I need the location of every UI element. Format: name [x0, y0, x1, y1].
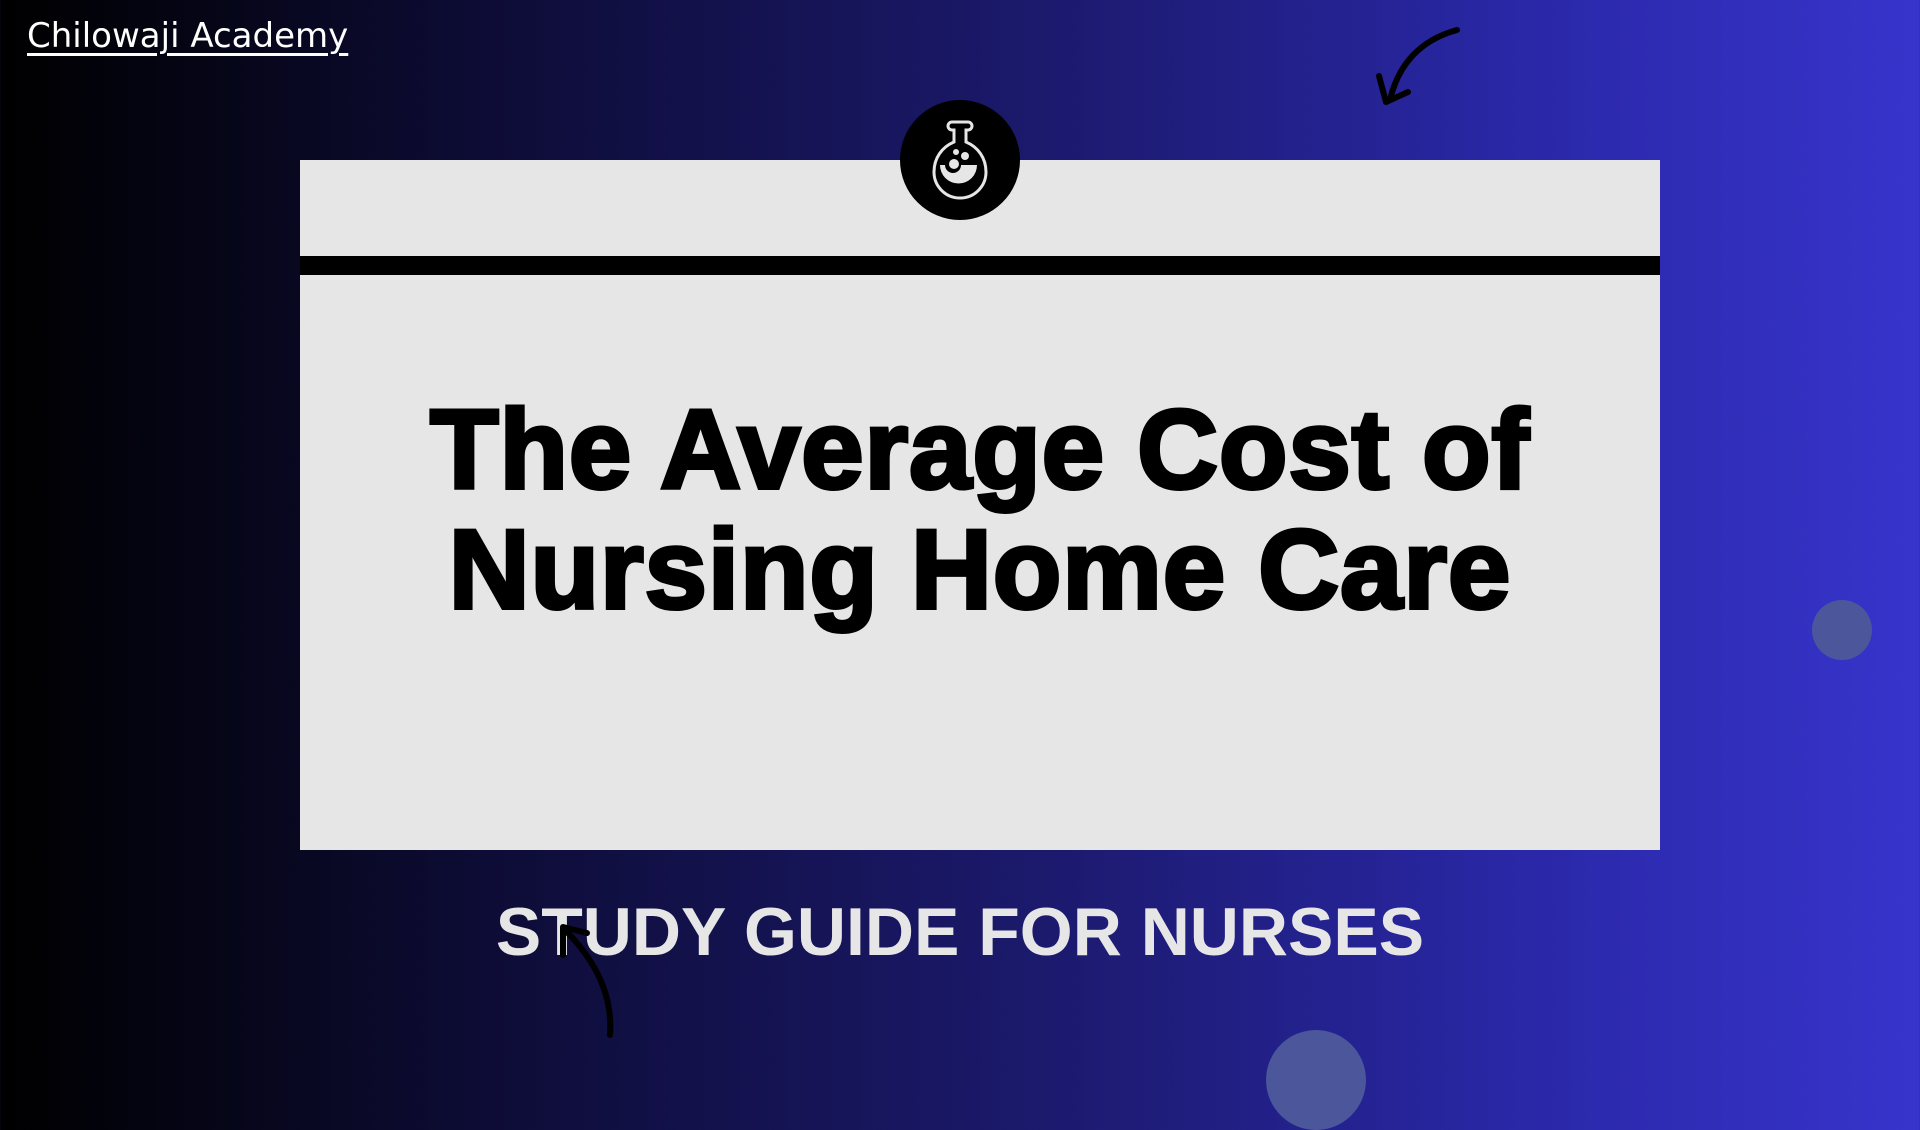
title-line-1: The Average Cost of — [428, 387, 1531, 512]
title-line-2: Nursing Home Care — [447, 507, 1513, 632]
decorative-dot — [1812, 600, 1872, 660]
title-card: The Average Cost of Nursing Home Care — [300, 160, 1660, 850]
arrow-top-icon — [1376, 27, 1460, 105]
flask-badge — [900, 100, 1020, 220]
brand-link[interactable]: Chilowaji Academy — [27, 16, 349, 56]
flask-icon — [932, 120, 988, 200]
divider-bar — [300, 256, 1660, 275]
page-title: The Average Cost of Nursing Home Care — [300, 387, 1660, 632]
decorative-dot — [1266, 1030, 1366, 1130]
arrow-bottom-icon — [560, 924, 614, 1038]
subtitle: STUDY GUIDE FOR NURSES — [495, 894, 1425, 970]
